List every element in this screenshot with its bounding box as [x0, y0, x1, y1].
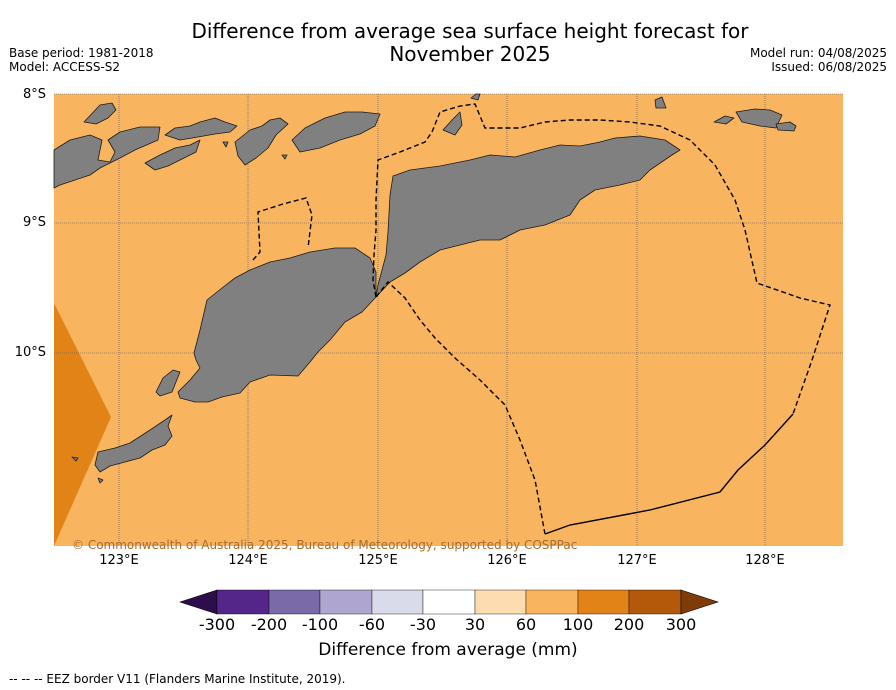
eez-border-north: [372, 103, 831, 415]
sawu-island: [94, 414, 173, 473]
lon-label-125e: 125°E: [358, 553, 398, 568]
lakor-island: [775, 121, 797, 132]
islet-d: [654, 96, 667, 109]
lembata: [164, 117, 238, 141]
issued-date: Issued: 06/08/2025: [771, 60, 887, 74]
lon-label-127e: 127°E: [617, 553, 657, 568]
colorbar-tick: 100: [562, 615, 594, 634]
eez-border: [252, 103, 831, 535]
colorbar-tick: -100: [301, 615, 339, 634]
timor-island: [375, 135, 681, 298]
colorbar-tick: 60: [515, 615, 537, 634]
adonara: [83, 102, 117, 125]
land-masses: [53, 93, 797, 484]
eez-footnote: -- -- -- EEZ border V11 (Flanders Marine…: [9, 672, 346, 686]
meta-right: Model run: 04/08/2025 Issued: 06/08/2025: [750, 46, 887, 74]
west-timor: [177, 247, 377, 403]
lat-label-10s: 10°S: [14, 345, 46, 360]
colorbar-segment--300--200: [216, 589, 270, 615]
model-name: Model: ACCESS-S2: [9, 60, 121, 74]
leti-island: [713, 115, 735, 125]
eez-border-west-box: [252, 197, 313, 261]
colorbar-tick: -30: [409, 615, 437, 634]
meta-left: Base period: 1981-2018 Model: ACCESS-S2: [9, 46, 154, 74]
colorbar-segment--200--100: [268, 589, 321, 615]
colorbar-tick: 30: [464, 615, 486, 634]
lon-label-123e: 123°E: [99, 553, 139, 568]
islet-c: [470, 93, 481, 101]
colorbar-segment--30-30: [422, 589, 476, 615]
lat-label-8s: 8°S: [22, 87, 46, 102]
flores-east: [53, 126, 161, 189]
title-line-2: November 2025: [389, 42, 551, 66]
colorbar-tick: 300: [665, 615, 697, 634]
colorbar-segment-30-60: [474, 589, 527, 615]
colorbar-label: Difference from average (mm): [318, 640, 578, 660]
islet-e: [222, 141, 229, 148]
colorbar-tick: -300: [198, 615, 236, 634]
wetar-west: [442, 111, 463, 136]
colorbar-segment--60--30: [371, 589, 424, 615]
colorbar-tick: -200: [250, 615, 288, 634]
alor: [291, 111, 381, 153]
moa-island: [735, 108, 783, 129]
model-run: Model run: 04/08/2025: [749, 46, 887, 60]
lon-label-128e: 128°E: [745, 553, 785, 568]
lon-label-124e: 124°E: [228, 553, 268, 568]
colorbar-extend-high: [680, 589, 719, 615]
eez-border-west: [375, 280, 546, 535]
copyright-notice: © Commonwealth of Australia 2025, Bureau…: [72, 538, 578, 552]
colorbar-tick: -60: [358, 615, 386, 634]
islet-a: [97, 477, 104, 484]
colorbar-segment-100-200: [577, 589, 630, 615]
islet-f: [281, 154, 288, 160]
anomaly-region-100-200: [54, 303, 111, 546]
colorbar-segment--100--60: [319, 589, 373, 615]
colorbar-segment-200-300: [628, 589, 682, 615]
chart-title: Difference from average sea surface heig…: [160, 20, 780, 66]
lat-label-9s: 9°S: [22, 215, 46, 230]
eez-border-south: [544, 413, 794, 535]
solor: [144, 139, 201, 171]
colorbar-segment-60-100: [525, 589, 579, 615]
islet-b: [71, 456, 79, 462]
base-period: Base period: 1981-2018: [9, 46, 154, 60]
pantar: [234, 117, 289, 166]
title-line-1: Difference from average sea surface heig…: [191, 19, 749, 43]
lon-label-126e: 126°E: [487, 553, 527, 568]
colorbar-extend-low: [179, 589, 218, 615]
rote-island: [155, 369, 181, 397]
colorbar-tick: 200: [613, 615, 645, 634]
